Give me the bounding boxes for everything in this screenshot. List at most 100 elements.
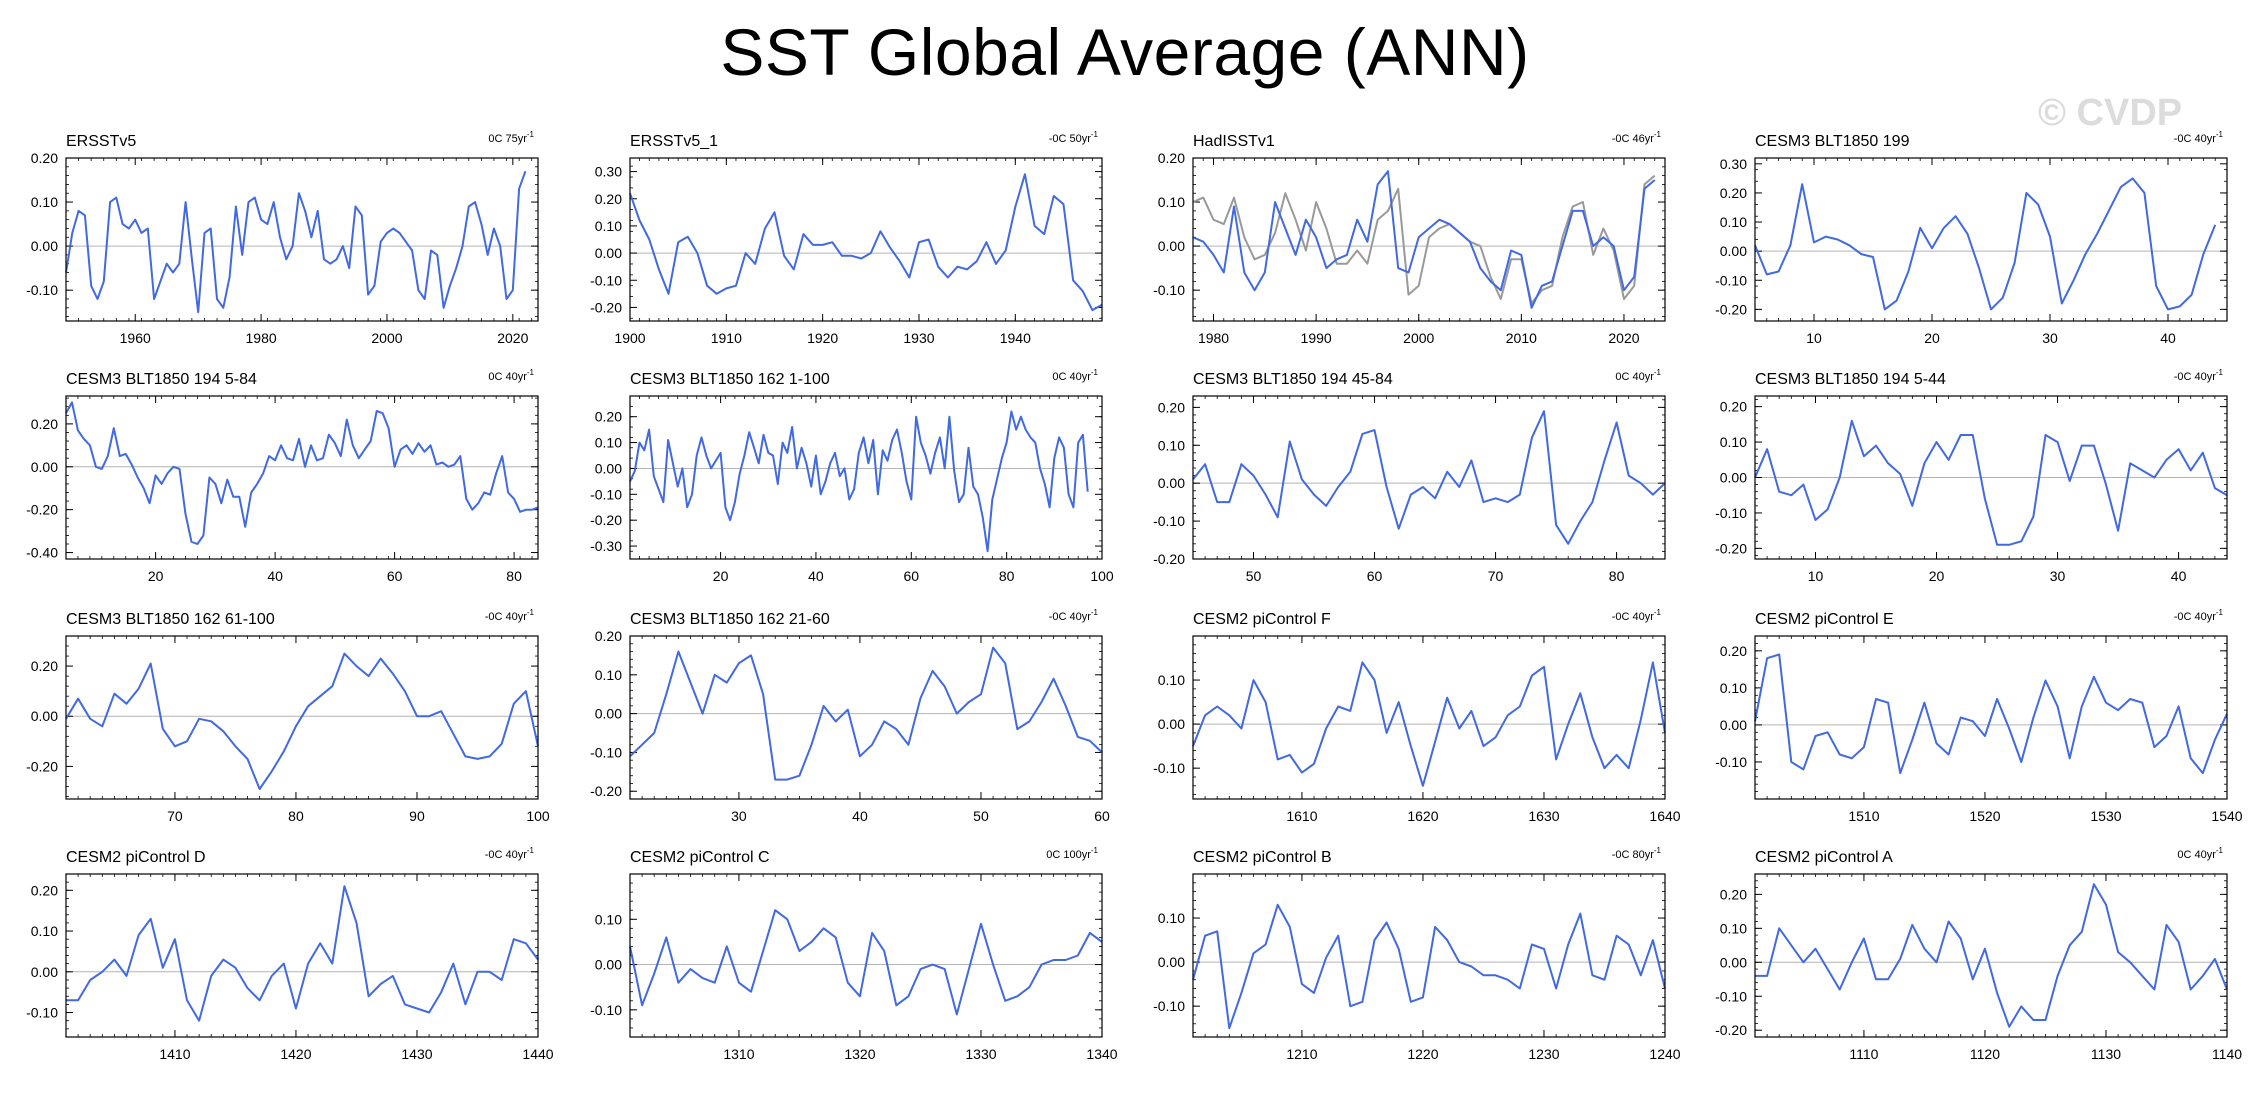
panel-title: CESM2 piControl D bbox=[66, 849, 206, 866]
y-tick-label: 0.00 bbox=[1158, 954, 1185, 970]
panel-trend: -0C 40yr-1 bbox=[2174, 130, 2224, 145]
plot-frame bbox=[1192, 157, 1666, 322]
x-tick-label: 1320 bbox=[844, 1046, 875, 1062]
y-tick-label: 0.00 bbox=[31, 238, 58, 254]
y-tick-label: 0.10 bbox=[1158, 672, 1185, 688]
series-line bbox=[1192, 903, 1666, 1030]
panel-trend: 0C 40yr-1 bbox=[1615, 368, 1661, 383]
trend-exponent: -1 bbox=[1091, 608, 1099, 617]
panel-trend: -0C 40yr-1 bbox=[1049, 608, 1099, 623]
plot-frame bbox=[65, 395, 539, 560]
series-line bbox=[1192, 174, 1656, 305]
x-tick-label: 1220 bbox=[1407, 1046, 1438, 1062]
x-tick-label: 1900 bbox=[614, 330, 645, 346]
y-tick-label: 0.20 bbox=[1720, 399, 1747, 415]
panel-title: ERSSTv5 bbox=[66, 133, 136, 150]
plot-frame bbox=[1754, 395, 2228, 560]
trend-exponent: -1 bbox=[2216, 368, 2224, 377]
y-tick-label: -0.20 bbox=[1715, 1022, 1747, 1038]
y-tick-label: -0.10 bbox=[590, 272, 622, 288]
y-tick-label: -0.10 bbox=[590, 486, 622, 502]
y-tick-label: -0.10 bbox=[1715, 754, 1747, 770]
x-tick-label: 1980 bbox=[1198, 330, 1229, 346]
x-tick-label: 1530 bbox=[2090, 808, 2121, 824]
series-line bbox=[1192, 661, 1666, 787]
trend-exponent: -1 bbox=[2216, 846, 2224, 855]
x-tick-label: 1420 bbox=[280, 1046, 311, 1062]
chart-panel: CESM2 piControl A 0C 40yr-1 1110 1120 1130 11… bbox=[1715, 846, 2242, 1062]
x-tick-label: 80 bbox=[1609, 568, 1625, 584]
x-tick-label: 2000 bbox=[371, 330, 402, 346]
x-tick-label: 1240 bbox=[1649, 1046, 1680, 1062]
panel-title: CESM3 BLT1850 162 21-60 bbox=[630, 611, 830, 628]
chart-panel: ERSSTv5_1 -0C 50yr-1 1900 1910 1920 1930 1940 0… bbox=[590, 130, 1103, 346]
watermark: © CVDP bbox=[2038, 92, 2183, 134]
x-tick-label: 1210 bbox=[1286, 1046, 1317, 1062]
y-tick-label: -0.20 bbox=[590, 512, 622, 528]
x-tick-label: 50 bbox=[973, 808, 989, 824]
y-tick-label: -0.20 bbox=[1715, 540, 1747, 556]
y-tick-label: 0.20 bbox=[31, 882, 58, 898]
y-tick-label: 0.10 bbox=[31, 923, 58, 939]
x-tick-label: 80 bbox=[999, 568, 1015, 584]
y-tick-label: -0.10 bbox=[26, 282, 58, 298]
x-tick-label: 2010 bbox=[1506, 330, 1537, 346]
y-tick-label: 0.20 bbox=[1720, 185, 1747, 201]
y-tick-label: 0.20 bbox=[1158, 399, 1185, 415]
plot-frame bbox=[629, 873, 1103, 1038]
y-tick-label: 0.20 bbox=[595, 409, 622, 425]
x-tick-label: 1920 bbox=[807, 330, 838, 346]
y-tick-label: -0.10 bbox=[590, 744, 622, 760]
x-tick-label: 60 bbox=[1094, 808, 1110, 824]
series-line bbox=[65, 170, 527, 314]
x-tick-label: 90 bbox=[409, 808, 425, 824]
y-tick-label: 0.10 bbox=[1720, 680, 1747, 696]
x-tick-label: 30 bbox=[2042, 330, 2058, 346]
y-tick-label: 0.20 bbox=[1158, 150, 1185, 166]
plot-frame bbox=[629, 635, 1103, 800]
x-tick-label: 30 bbox=[731, 808, 747, 824]
y-tick-label: 0.20 bbox=[595, 191, 622, 207]
y-tick-label: 0.00 bbox=[1720, 954, 1747, 970]
trend-exponent: -1 bbox=[1091, 846, 1099, 855]
y-tick-label: 0.10 bbox=[1720, 434, 1747, 450]
panel-title: CESM2 piControl C bbox=[630, 849, 770, 866]
x-tick-label: 1610 bbox=[1286, 808, 1317, 824]
x-tick-label: 10 bbox=[1806, 330, 1822, 346]
y-tick-label: -0.10 bbox=[1715, 988, 1747, 1004]
chart-panel: CESM3 BLT1850 162 21-60 -0C 40yr-1 30 40 50 6… bbox=[590, 608, 1110, 824]
y-tick-label: 0.20 bbox=[31, 416, 58, 432]
chart-panel: CESM3 BLT1850 162 61-100 -0C 40yr-1 70 80 90… bbox=[26, 608, 550, 824]
x-tick-label: 1310 bbox=[723, 1046, 754, 1062]
plot-frame bbox=[1192, 873, 1666, 1038]
y-tick-label: -0.10 bbox=[590, 1002, 622, 1018]
y-tick-label: 0.30 bbox=[1720, 156, 1747, 172]
x-tick-label: 1930 bbox=[903, 330, 934, 346]
x-tick-label: 2020 bbox=[497, 330, 528, 346]
series-line bbox=[1192, 170, 1656, 309]
trend-exponent: -1 bbox=[1654, 846, 1662, 855]
trend-exponent: -1 bbox=[2216, 608, 2224, 617]
x-tick-label: 60 bbox=[904, 568, 920, 584]
plot-frame bbox=[65, 635, 539, 800]
x-tick-label: 1140 bbox=[2212, 1046, 2242, 1062]
x-tick-label: 1910 bbox=[711, 330, 742, 346]
series-line bbox=[66, 885, 539, 1022]
panel-trend: 0C 40yr-1 bbox=[1052, 368, 1098, 383]
x-tick-label: 1340 bbox=[1086, 1046, 1117, 1062]
y-tick-label: 0.00 bbox=[595, 245, 622, 261]
series-line bbox=[65, 652, 539, 790]
chart-panel: CESM2 piControl D -0C 40yr-1 1410 1420 1430 1… bbox=[26, 846, 554, 1062]
panel-title: CESM2 piControl A bbox=[1755, 849, 1893, 866]
panel-trend: -0C 40yr-1 bbox=[485, 846, 535, 861]
series-line bbox=[629, 909, 1103, 1016]
y-tick-label: 0.00 bbox=[1720, 717, 1747, 733]
y-tick-label: 0.00 bbox=[31, 964, 58, 980]
y-tick-label: 0.10 bbox=[1158, 910, 1185, 926]
panel-trend: -0C 80yr-1 bbox=[1612, 846, 1662, 861]
y-tick-label: 0.10 bbox=[1158, 437, 1185, 453]
plot-frame bbox=[629, 395, 1103, 560]
y-tick-label: 0.30 bbox=[595, 164, 622, 180]
plot-frame bbox=[1192, 635, 1666, 800]
